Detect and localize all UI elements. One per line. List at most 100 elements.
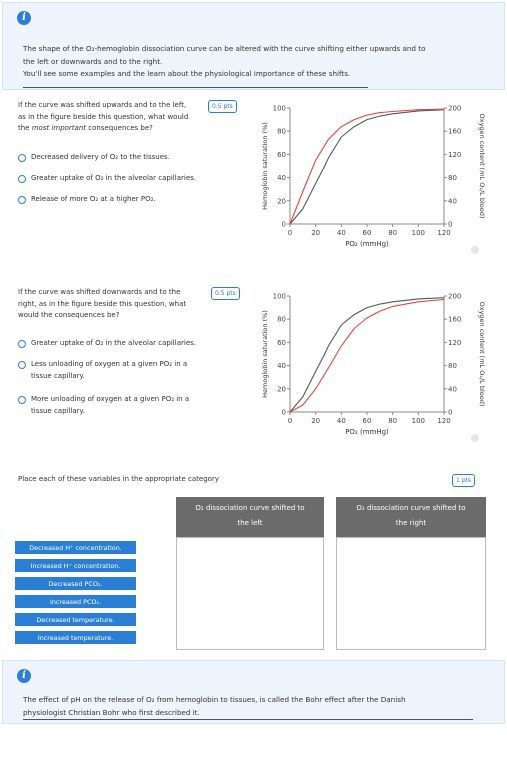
points-badge: 0.5 pts [211,287,240,300]
x-tick-label: 80 [388,229,397,237]
dissociation-chart-right-shift: 0 20 40 60 80 100 0 40 80 120 160 200 0 20 40 60 80 100 12… [261,293,486,442]
y2-tick-label: 200 [448,293,461,301]
points-badge: 1 pts [452,474,476,487]
y2-tick-label: 120 [448,339,461,347]
radio-button[interactable] [18,396,26,404]
normal-curve-line [289,109,445,225]
question-line: the most important consequences be? [18,123,228,135]
x-tick-label: 20 [311,229,320,237]
info-icon: i [17,669,31,683]
info-text-top: The shape of the O₂-hemoglobin dissociat… [23,43,493,81]
x-tick-label: 80 [388,417,397,425]
x-tick-label: 60 [363,229,372,237]
dissociation-chart-left-shift: 0 20 40 60 80 100 0 40 80 120 160 200 0 20 40 60 80 100 12… [261,105,486,254]
option-label: Decreased delivery of O₂ to the tissues. [31,153,170,161]
drop-zone-right-shift[interactable] [336,537,486,650]
y-axis-label: Hemoglobin saturation (%) [261,122,269,210]
info-line: You'll see some examples and the learn a… [23,69,351,78]
option-label: More unloading of oxygen at a given PO₂ … [31,394,189,417]
x-tick-label: 120 [437,417,450,425]
divider [23,719,473,720]
option-line: tissue capillary. [31,371,85,380]
question-line: as in the figure beside this question, w… [18,112,189,121]
draggable-chip[interactable]: Decreased PCO₂. [14,576,137,591]
y2-tick-label: 160 [448,128,461,136]
y2-tick-label: 0 [448,221,452,229]
y2-tick-label: 160 [448,316,461,324]
category-header-left: O₂ dissociation curve shifted to the lef… [176,497,324,537]
normal-curve-line [289,297,445,413]
option-label: Greater uptake of O₂ in the alveolar cap… [31,174,196,182]
y2-axis-label: Oxygen content (mL O₂/L blood) [478,302,486,407]
drop-zone-left-shift[interactable] [176,537,324,650]
question-line: would the consequences be? [18,311,120,319]
draggable-chip[interactable]: Increased temperature. [14,630,137,645]
y-tick-label: 100 [273,105,286,113]
header-line: O₂ dissociation curve shifted to [195,504,305,512]
y-tick-label: 20 [277,197,286,205]
y2-tick-label: 120 [448,151,461,159]
shifted-curve-line [289,298,445,413]
question-line: If the curve was shifted downwards and t… [18,288,181,296]
x-tick-label: 20 [311,417,320,425]
radio-button[interactable] [18,154,26,162]
y2-tick-label: 0 [448,409,452,417]
radio-option-1[interactable]: Greater uptake of O₂ in the alveolar cap… [18,338,196,350]
divider [23,87,368,88]
y2-tick-label: 200 [448,105,461,113]
y-tick-label: 80 [277,128,286,136]
option-label: Release of more O₂ at a higher PO₂. [31,195,156,203]
x-tick-label: 40 [337,417,346,425]
text-fragment: the [18,124,32,132]
x-tick-label: 100 [412,229,425,237]
info-panel-bottom: i The effect of pH on the release of O₂ … [2,660,505,724]
y2-axis-label: Oxygen content (mL O₂/L blood) [478,114,486,219]
y-tick-label: 60 [277,339,286,347]
option-line: tissue capillary. [31,406,85,415]
radio-option-1[interactable]: Decreased delivery of O₂ to the tissues. [18,152,170,164]
x-tick-label: 60 [363,417,372,425]
radio-button[interactable] [18,361,26,369]
y-tick-label: 0 [282,221,286,229]
points-badge: 0.5 pts [208,100,237,113]
option-label: Less unloading of oxygen at a given PO₂ … [31,359,187,382]
y-tick-label: 20 [277,385,286,393]
draggable-chip[interactable]: Increased PCO₂. [14,594,137,609]
draggable-chip[interactable]: Decreased H⁺ concentration. [14,540,137,555]
info-line: the left or downwards and to the right. [23,56,163,66]
x-tick-label: 0 [288,417,292,425]
info-line: physiologist Christian Bohr who first de… [23,707,200,717]
y-tick-label: 40 [277,174,286,182]
category-header-right: O₂ dissociation curve shifted to the rig… [336,497,486,537]
option-label: Greater uptake of O₂ in the alveolar cap… [31,339,196,347]
question-2: If the curve was shifted downwards and t… [18,287,228,322]
info-text-bottom: The effect of pH on the release of O₂ fr… [23,694,493,719]
radio-option-3[interactable]: Release of more O₂ at a higher PO₂. [18,194,156,206]
info-panel-top: i The shape of the O₂-hemoglobin dissoci… [2,2,505,90]
y-tick-label: 60 [277,151,286,159]
header-line: the left [237,519,263,527]
option-line: More unloading of oxygen at a given PO₂ … [31,395,190,403]
question-1: If the curve was shifted upwards and to … [18,100,228,135]
draggable-chip[interactable]: Increased H⁺ concentration. [14,558,137,573]
radio-option-3[interactable]: More unloading of oxygen at a given PO₂ … [18,394,189,417]
radio-option-2[interactable]: Less unloading of oxygen at a given PO₂ … [18,359,187,382]
x-tick-label: 0 [288,229,292,237]
radio-button[interactable] [18,340,26,348]
y2-tick-label: 40 [448,385,457,393]
question-2-text: If the curve was shifted downwards and t… [18,287,228,322]
question-line: right, as in the figure beside this ques… [18,299,187,308]
header-line: O₂ dissociation curve shifted to [356,504,466,512]
draggable-chip[interactable]: Decreased temperature. [14,612,137,627]
info-line: The effect of pH on the release of O₂ fr… [23,695,406,704]
radio-button[interactable] [18,196,26,204]
x-axis-label: PO₂ (mmHg) [345,240,389,248]
emphasis-text: most important [31,124,87,132]
text-fragment: consequences be? [86,124,153,132]
radio-button[interactable] [18,175,26,183]
radio-option-2[interactable]: Greater uptake of O₂ in the alveolar cap… [18,173,196,185]
x-axis-label: PO₂ (mmHg) [345,428,389,436]
question-1-text: If the curve was shifted upwards and to … [18,100,228,135]
shifted-curve-line [289,108,445,225]
y2-tick-label: 40 [448,197,457,205]
